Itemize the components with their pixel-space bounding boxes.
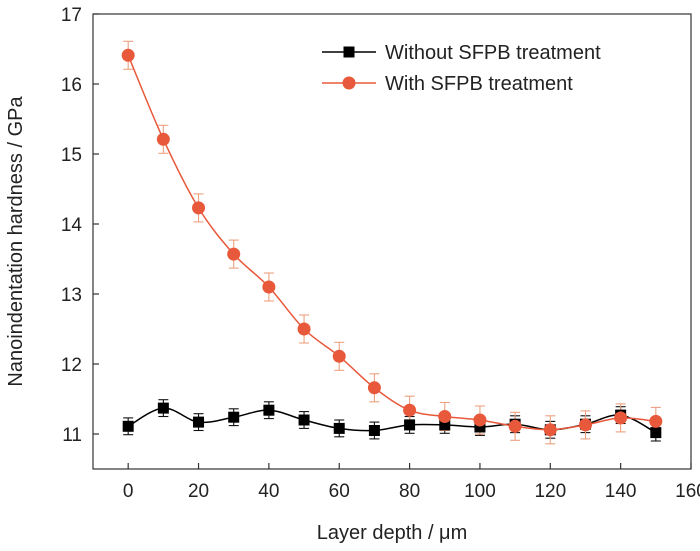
with-sfpb-point bbox=[156, 132, 170, 146]
with-sfpb-point bbox=[473, 413, 487, 427]
x-ticks: 0 20 40 60 80 100 120 140 160 bbox=[123, 463, 700, 502]
x-tick-label: 120 bbox=[534, 481, 566, 502]
x-tick-label: 60 bbox=[329, 481, 350, 502]
legend-marker bbox=[343, 46, 355, 58]
x-tick-label: 100 bbox=[464, 481, 496, 502]
y-tick-label: 16 bbox=[61, 75, 82, 96]
error-bars bbox=[123, 40, 661, 445]
with-sfpb-point bbox=[614, 411, 628, 425]
with-sfpb-point bbox=[543, 423, 557, 437]
with-sfpb-point bbox=[332, 349, 346, 363]
without-sfpb-line bbox=[127, 407, 657, 434]
y-tick-label: 12 bbox=[61, 355, 82, 376]
without-sfpb-point bbox=[474, 421, 486, 433]
with-sfpb-point bbox=[578, 418, 592, 432]
without-sfpb-point bbox=[439, 419, 451, 431]
legend: Without SFPB treatment With SFPB treatmen… bbox=[322, 42, 601, 95]
y-tick-label: 13 bbox=[61, 285, 82, 306]
legend-label: Without SFPB treatment bbox=[385, 42, 601, 64]
without-sfpb-point bbox=[193, 416, 205, 428]
without-sfpb-point bbox=[650, 427, 662, 439]
y-ticks: 11 12 13 14 15 16 17 bbox=[61, 5, 99, 446]
with-sfpb-point bbox=[438, 410, 452, 423]
without-sfpb-point bbox=[298, 414, 310, 426]
series-lines bbox=[127, 55, 657, 434]
x-tick-label: 140 bbox=[605, 481, 637, 502]
with-sfpb-point bbox=[649, 414, 663, 428]
y-tick-label: 15 bbox=[61, 145, 82, 166]
x-tick-label: 20 bbox=[188, 481, 209, 502]
with-sfpb-point bbox=[508, 419, 522, 433]
x-axis-title: Layer depth / μm bbox=[317, 522, 468, 544]
data-markers bbox=[121, 48, 663, 439]
without-sfpb-point bbox=[228, 411, 240, 423]
with-sfpb-point bbox=[297, 322, 311, 336]
x-tick-label: 0 bbox=[123, 481, 134, 502]
y-axis-title: Nanoindentation hardness / GPa bbox=[5, 96, 27, 387]
without-sfpb-point bbox=[404, 419, 416, 431]
without-sfpb-point bbox=[263, 404, 275, 416]
with-sfpb-line bbox=[127, 55, 656, 431]
legend-marker bbox=[342, 76, 356, 90]
with-sfpb-point bbox=[367, 381, 381, 395]
with-sfpb-point bbox=[403, 403, 417, 417]
without-sfpb-point bbox=[368, 425, 380, 436]
x-tick-label: 40 bbox=[258, 481, 279, 502]
y-tick-label: 17 bbox=[61, 5, 82, 26]
without-sfpb-point bbox=[122, 420, 134, 432]
with-sfpb-point bbox=[262, 280, 276, 294]
x-tick-label: 80 bbox=[399, 481, 420, 502]
legend-label: With SFPB treatment bbox=[385, 73, 573, 95]
y-tick-label: 11 bbox=[62, 425, 82, 446]
without-sfpb-point bbox=[157, 402, 169, 414]
with-sfpb-point bbox=[227, 247, 241, 261]
with-sfpb-point bbox=[192, 201, 206, 215]
without-sfpb-point bbox=[333, 422, 345, 434]
with-sfpb-point bbox=[121, 48, 135, 62]
x-tick-label: 160 bbox=[675, 481, 700, 502]
plot-frame bbox=[92, 13, 692, 470]
y-tick-label: 14 bbox=[61, 215, 83, 236]
